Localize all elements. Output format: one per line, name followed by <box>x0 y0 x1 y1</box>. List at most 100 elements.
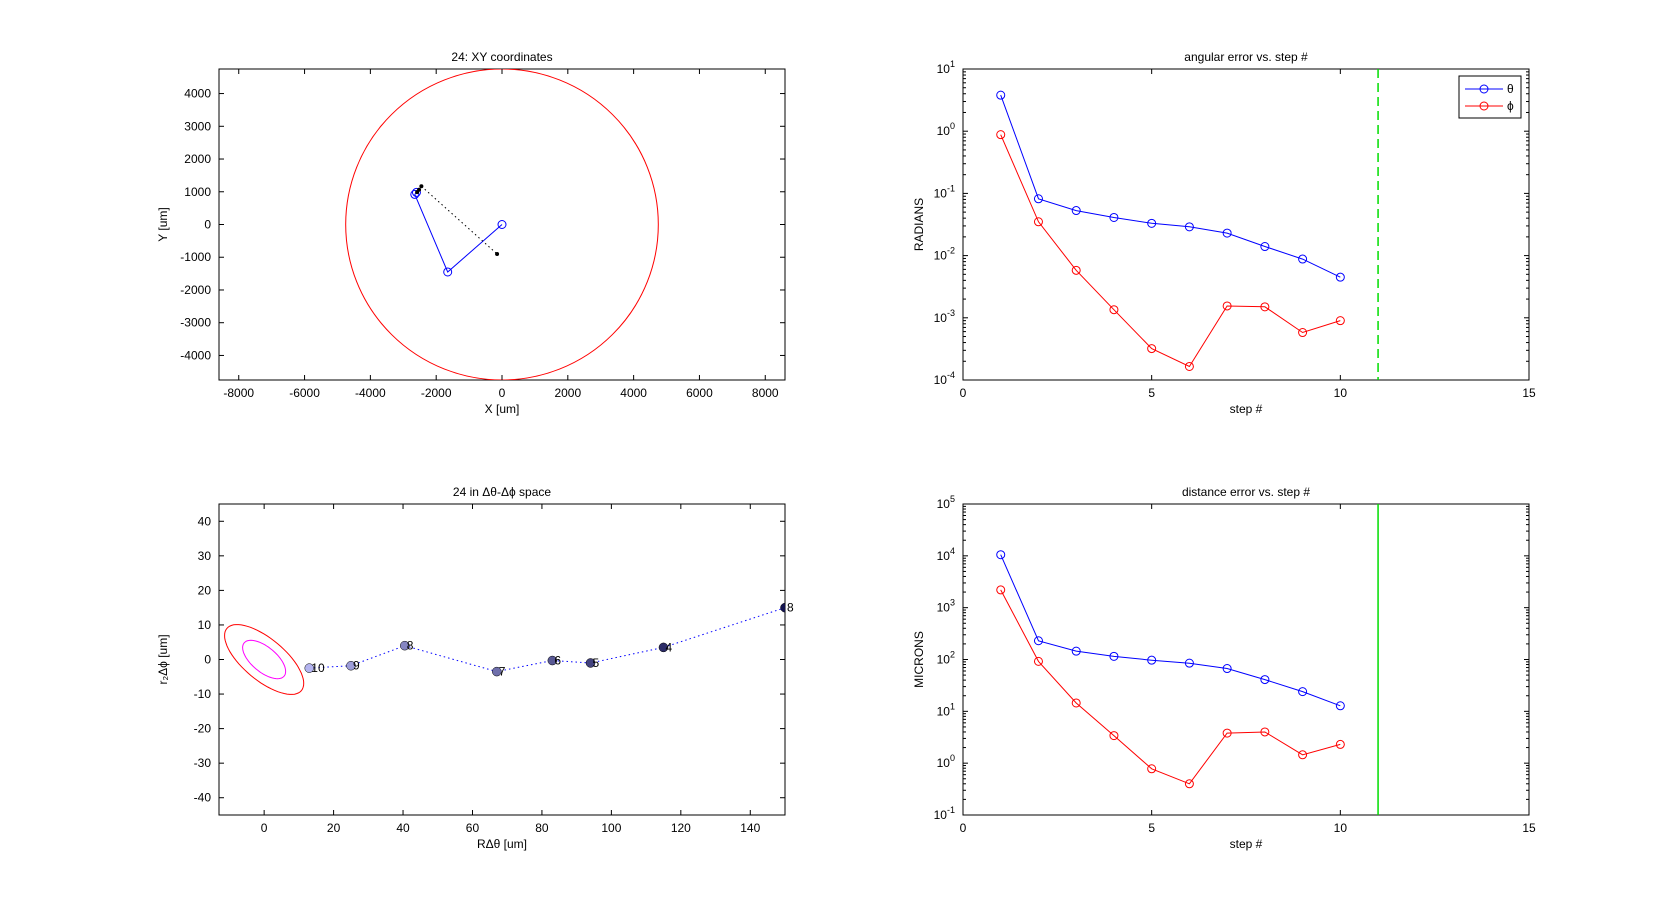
y-tick-label: 103 <box>937 598 955 615</box>
series-line-0 <box>1000 94 1341 278</box>
series-point <box>1335 316 1345 326</box>
x-tick-label: -2000 <box>421 386 452 400</box>
x-tick-label: 120 <box>671 821 691 835</box>
x-tick-label: 6000 <box>686 386 713 400</box>
series-point <box>1033 656 1043 666</box>
series-point <box>1071 646 1081 656</box>
x-tick-label: 15 <box>1522 386 1536 400</box>
series-point <box>1222 664 1232 674</box>
series-point <box>1260 675 1270 685</box>
x-tick-label: 5 <box>1148 386 1155 400</box>
series-point <box>1335 701 1345 711</box>
step-label: 5 <box>593 656 600 670</box>
y-axis-label: r₂Δϕ [um] <box>156 634 170 684</box>
plot-area <box>962 503 1530 816</box>
step-point <box>585 658 596 668</box>
series-point <box>1260 727 1270 737</box>
series-point <box>996 585 1006 595</box>
y-tick-label: -4000 <box>180 348 211 362</box>
y-tick-label: -20 <box>194 722 212 736</box>
y-axis-label: Y [um] <box>156 207 170 241</box>
y-tick-label: 3000 <box>184 119 211 133</box>
error-ellipse-0 <box>224 624 305 695</box>
plot-content <box>345 69 659 380</box>
series-point <box>1222 728 1232 738</box>
series-line-1 <box>1000 134 1341 368</box>
step-label: 4 <box>665 640 672 654</box>
series-point <box>443 267 453 277</box>
series-line-1 <box>421 185 498 255</box>
x-tick-label: 4000 <box>620 386 647 400</box>
series-point <box>1071 265 1081 275</box>
x-tick-label: 0 <box>499 386 506 400</box>
series-point <box>497 220 507 229</box>
series-point <box>411 187 421 197</box>
y-tick-label: 101 <box>937 59 955 76</box>
series-point <box>1071 698 1081 708</box>
series-point <box>996 130 1006 140</box>
y-tick-label: 2000 <box>184 152 211 166</box>
step-point <box>780 602 785 613</box>
x-tick-label: 15 <box>1522 821 1536 835</box>
x-tick-label: 0 <box>261 821 268 835</box>
series-point <box>1033 194 1043 204</box>
y-tick-label: 100 <box>937 121 955 138</box>
series-point <box>1147 344 1157 354</box>
series-point <box>495 251 500 256</box>
series-point <box>1109 651 1119 661</box>
y-tick-label: 10-3 <box>934 308 955 325</box>
legend-label: ϕ <box>1507 99 1514 113</box>
step-point <box>400 640 410 651</box>
plot-content <box>996 504 1379 815</box>
y-tick-label: 10-4 <box>934 370 955 387</box>
legend-box <box>1458 75 1522 119</box>
x-tick-label: 20 <box>327 821 341 835</box>
series-point <box>1184 361 1194 371</box>
series-point <box>1335 272 1345 282</box>
y-tick-label: 0 <box>204 218 211 232</box>
plot-area <box>962 68 1530 381</box>
y-tick-label: 105 <box>937 494 955 511</box>
y-tick-label: 104 <box>937 546 955 563</box>
x-tick-label: -8000 <box>223 386 254 400</box>
y-tick-label: 101 <box>937 701 955 718</box>
y-tick-label: 10-1 <box>934 805 955 822</box>
y-tick-label: -2000 <box>180 283 211 297</box>
plot-content <box>224 602 785 695</box>
y-tick-label: 10-1 <box>934 183 955 200</box>
x-tick-label: 100 <box>601 821 621 835</box>
chart-title: distance error vs. step # <box>1182 485 1310 499</box>
step-label: 10 <box>311 661 325 675</box>
series-point <box>1298 750 1308 760</box>
step-point <box>346 660 356 671</box>
x-tick-label: -6000 <box>289 386 320 400</box>
x-axis-label: step # <box>1230 402 1263 416</box>
legend-marker <box>1479 101 1489 111</box>
chart-angular: angular error vs. step # 0 5 10 15 10-4 10-3 10… <box>912 50 1536 416</box>
step-point <box>304 663 315 673</box>
series-point <box>1109 731 1119 741</box>
series-point <box>410 189 420 199</box>
chart-title: angular error vs. step # <box>1184 50 1308 64</box>
x-tick-label: 140 <box>740 821 760 835</box>
step-point <box>492 666 502 677</box>
chart-title: 24 in Δθ-Δϕ space <box>453 485 551 499</box>
x-axis-label: RΔθ [um] <box>477 837 527 851</box>
y-axis-label: MICRONS <box>912 631 926 688</box>
series-point <box>1184 222 1194 232</box>
x-axis-label: step # <box>1230 837 1263 851</box>
series-point <box>1109 305 1119 315</box>
series-point <box>1147 655 1157 665</box>
x-tick-label: 10 <box>1334 821 1348 835</box>
chart-distance: distance error vs. step # 0 5 10 15 10-1 100 10… <box>912 485 1536 851</box>
series-point <box>1260 242 1270 252</box>
series-line-1 <box>1000 589 1341 785</box>
legend-marker <box>1479 84 1489 94</box>
x-tick-label: 60 <box>466 821 480 835</box>
x-tick-label: 5 <box>1148 821 1155 835</box>
x-tick-label: 2000 <box>554 386 581 400</box>
y-tick-label: 40 <box>198 514 212 528</box>
chart-xy: 24: XY coordinates -8000 -6000 -4000 -2000 0 2… <box>156 50 786 416</box>
